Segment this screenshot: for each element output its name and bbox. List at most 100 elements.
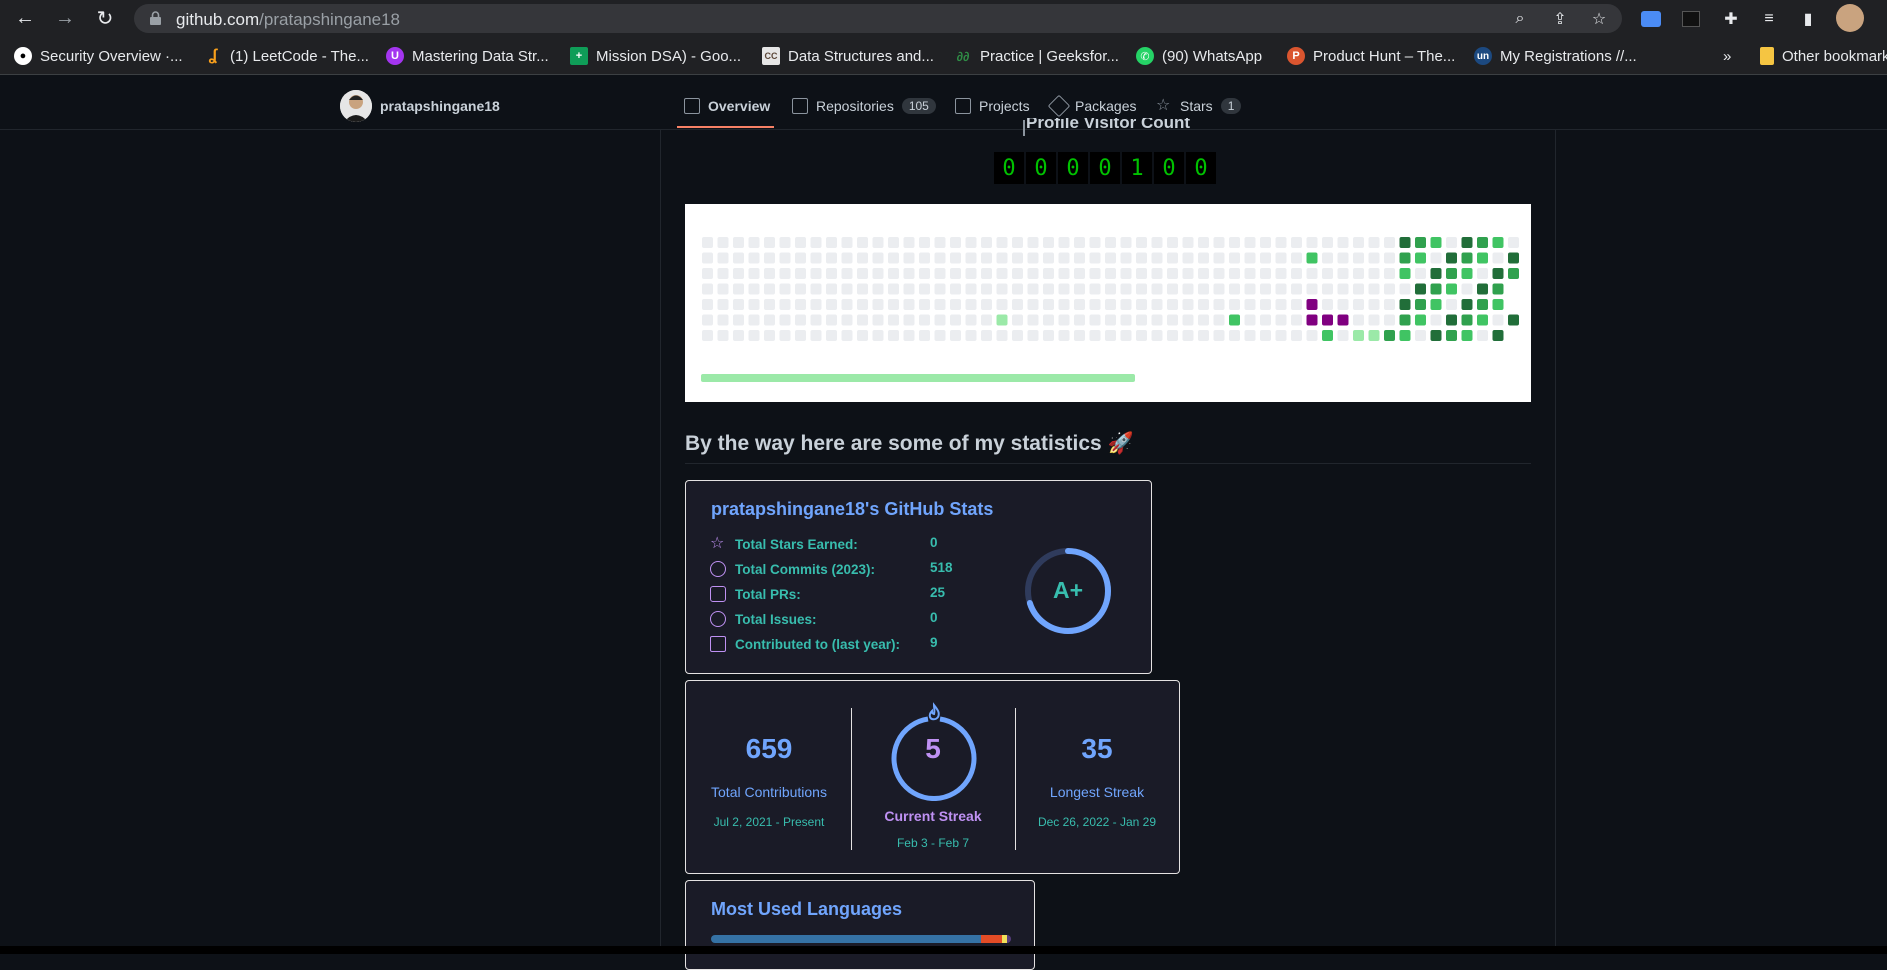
contribution-cell (1415, 299, 1426, 310)
contribution-cell (1477, 283, 1488, 295)
bookmark-item[interactable]: un My Registrations //... (1474, 46, 1637, 66)
contribution-cell (1461, 283, 1473, 295)
contribution-cell (1492, 268, 1504, 279)
contribution-cell (1306, 283, 1318, 295)
star-icon: ☆ (710, 535, 725, 552)
bookmark-item[interactable]: + Mission DSA) - Goo... (570, 46, 741, 66)
contribution-cell (1167, 314, 1178, 326)
contribution-cell (1027, 237, 1039, 248)
contribution-cell (826, 237, 837, 248)
contribution-cell (795, 299, 806, 310)
contribution-cell (1198, 299, 1209, 310)
address-bar[interactable]: github.com/pratapshingane18 ⌕ ⇪ ☆ (134, 4, 1622, 33)
share-icon[interactable]: ⇪ (1553, 11, 1567, 28)
contribution-cell (1027, 299, 1039, 310)
contribution-cell (826, 330, 837, 341)
contribution-cell (872, 268, 884, 279)
contribution-cell (1477, 237, 1488, 248)
bookmarks-overflow-button[interactable]: » (1723, 47, 1732, 65)
folder-icon (1760, 47, 1774, 65)
repo-icon (792, 98, 808, 114)
tab-overview[interactable]: Overview (684, 96, 770, 116)
contribution-cell (888, 252, 899, 264)
contribution-cell (1353, 283, 1364, 295)
book-icon (684, 98, 700, 114)
table-icon (955, 98, 971, 114)
repo-icon (710, 636, 726, 652)
contribution-cell (857, 314, 868, 326)
contribution-cell (872, 330, 884, 341)
contribution-cell (1291, 268, 1302, 279)
stat-row: Contributed to (last year): (710, 635, 900, 653)
bookmark-item[interactable]: ʆ (1) LeetCode - The... (204, 46, 369, 66)
contribution-cell (888, 283, 899, 295)
other-bookmarks[interactable]: Other bookmarks (1760, 46, 1887, 66)
contribution-cell (965, 268, 977, 279)
contribution-cell (702, 252, 713, 264)
bookmark-item[interactable]: CC Data Structures and... (762, 46, 934, 66)
contribution-cell (1368, 252, 1380, 264)
stat-row: ☆ Total Stars Earned: (710, 535, 858, 552)
contribution-cell (779, 314, 791, 326)
contribution-cell (996, 252, 1008, 264)
contribution-cell (1167, 299, 1178, 310)
contribution-cell (1074, 299, 1085, 310)
contribution-cell (872, 252, 884, 264)
contribution-cell (1446, 299, 1457, 310)
contribution-cell (1461, 314, 1473, 326)
url-text[interactable]: github.com/pratapshingane18 (176, 10, 401, 29)
contribution-cell (1213, 252, 1225, 264)
contribution-cell (1275, 268, 1287, 279)
forward-icon[interactable]: → (55, 6, 75, 29)
contribution-cell (810, 299, 822, 310)
contribution-cell (1213, 299, 1225, 310)
avatar[interactable] (340, 90, 372, 122)
language-segment (1006, 935, 1011, 943)
zoom-icon[interactable]: ⌕ (1515, 10, 1525, 27)
contribution-cell (1182, 299, 1194, 310)
bookmark-item[interactable]: ∂∂ Practice | Geeksfor... (954, 46, 1119, 66)
bookmark-star-icon[interactable]: ☆ (1591, 11, 1607, 28)
contribution-cell (764, 330, 775, 341)
contribution-cell (1492, 299, 1504, 310)
rank-grade: A+ (1052, 577, 1084, 603)
contribution-cell (1508, 237, 1519, 248)
contribution-cell (1306, 252, 1318, 264)
extension-screen-icon[interactable] (1640, 8, 1662, 30)
bookmark-item[interactable]: ✆ (90) WhatsApp (1136, 46, 1262, 66)
contribution-cell (764, 252, 775, 264)
side-panel-icon[interactable]: ▮ (1803, 11, 1813, 28)
contribution-cell (1477, 299, 1488, 310)
tab-packages[interactable]: Packages (1047, 94, 1136, 118)
contribution-cell (981, 299, 992, 310)
counter-digit: 0 (1058, 152, 1088, 184)
package-icon (1047, 94, 1071, 118)
contribution-cell (841, 299, 853, 310)
extensions-puzzle-icon[interactable]: ✚ (1724, 11, 1738, 28)
contribution-cell (857, 283, 868, 295)
tab-repositories[interactable]: Repositories 105 (792, 96, 936, 116)
contribution-cell (1430, 330, 1442, 341)
reload-icon[interactable]: ↻ (96, 7, 114, 30)
contribution-cell (1043, 283, 1054, 295)
bookmark-item[interactable]: ● Security Overview ·... (14, 46, 183, 66)
contribution-cell (1337, 283, 1349, 295)
bookmark-item[interactable]: U Mastering Data Str... (386, 46, 549, 66)
tab-stars[interactable]: ☆ Stars 1 (1156, 96, 1242, 116)
profile-username[interactable]: pratapshingane18 (380, 98, 500, 114)
contribution-cell (779, 252, 791, 264)
profile-avatar-icon[interactable] (1836, 4, 1864, 32)
extension-meter-icon[interactable] (1680, 8, 1702, 30)
back-icon[interactable]: ← (15, 6, 35, 29)
tab-projects[interactable]: Projects (955, 96, 1030, 116)
contribution-cell (1291, 314, 1302, 326)
bookmark-item[interactable]: P Product Hunt – The... (1287, 46, 1455, 66)
contribution-cell (1012, 330, 1023, 341)
contribution-cell (1027, 330, 1039, 341)
languages-bar (711, 935, 1011, 943)
contribution-cell (857, 252, 868, 264)
contribution-cell (1105, 237, 1116, 248)
media-queue-icon[interactable]: ≡ (1764, 10, 1774, 27)
contribution-cell (1368, 268, 1380, 279)
contribution-cell (810, 283, 822, 295)
